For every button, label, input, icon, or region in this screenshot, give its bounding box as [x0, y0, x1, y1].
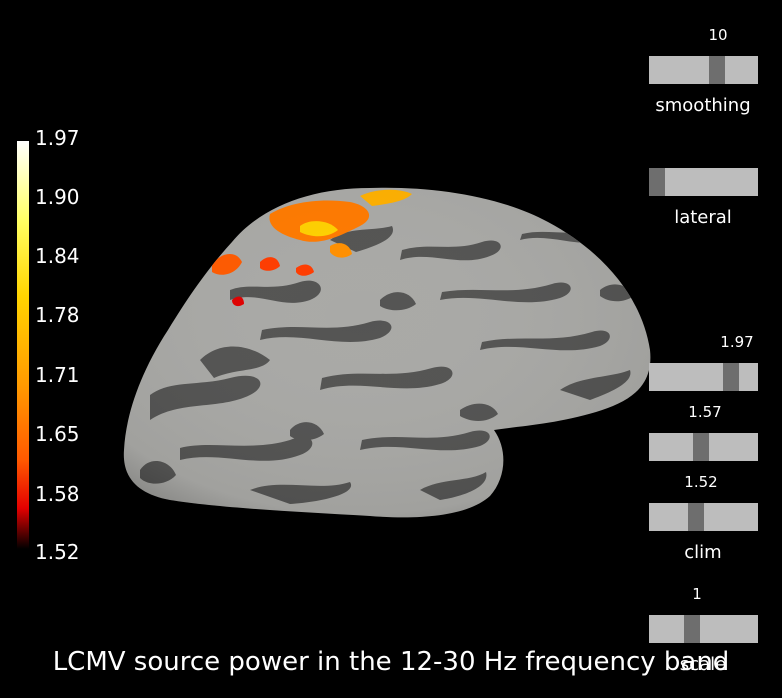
slider-handle[interactable]	[684, 615, 700, 643]
cortex	[123, 187, 651, 518]
clim-min-slider[interactable]	[649, 503, 758, 531]
colorbar-label: 1.90	[35, 185, 80, 209]
smoothing-label: smoothing	[655, 95, 751, 116]
colorbar-label-min: 1.52	[35, 540, 80, 564]
plot-title: LCMV source power in the 12-30 Hz freque…	[52, 647, 730, 677]
clim-mid-value: 1.57	[688, 403, 722, 421]
scale-label: scale	[679, 654, 727, 675]
colorbar-label: 1.65	[35, 422, 80, 446]
colorbar-label: 1.84	[35, 244, 80, 268]
clim-max-slider[interactable]	[649, 363, 758, 391]
clim-label: clim	[684, 542, 722, 563]
colorbar	[17, 141, 29, 549]
clim-min-value: 1.52	[684, 473, 718, 491]
colorbar-label: 1.78	[35, 303, 80, 327]
smoothing-slider[interactable]	[649, 56, 758, 84]
slider-handle[interactable]	[688, 503, 704, 531]
smoothing-value: 10	[708, 26, 728, 44]
slider-handle[interactable]	[709, 56, 725, 84]
orientation-slider[interactable]	[649, 168, 758, 196]
colorbar-label: 1.71	[35, 363, 80, 387]
slider-handle[interactable]	[649, 168, 665, 196]
scale-value: 1	[692, 585, 702, 603]
orientation-label: lateral	[674, 207, 732, 228]
colorbar-label: 1.58	[35, 482, 80, 506]
clim-max-value: 1.97	[720, 333, 754, 351]
colorbar-label-max: 1.97	[35, 126, 80, 150]
slider-handle[interactable]	[723, 363, 739, 391]
scale-slider[interactable]	[649, 615, 758, 643]
slider-handle[interactable]	[693, 433, 709, 461]
clim-mid-slider[interactable]	[649, 433, 758, 461]
